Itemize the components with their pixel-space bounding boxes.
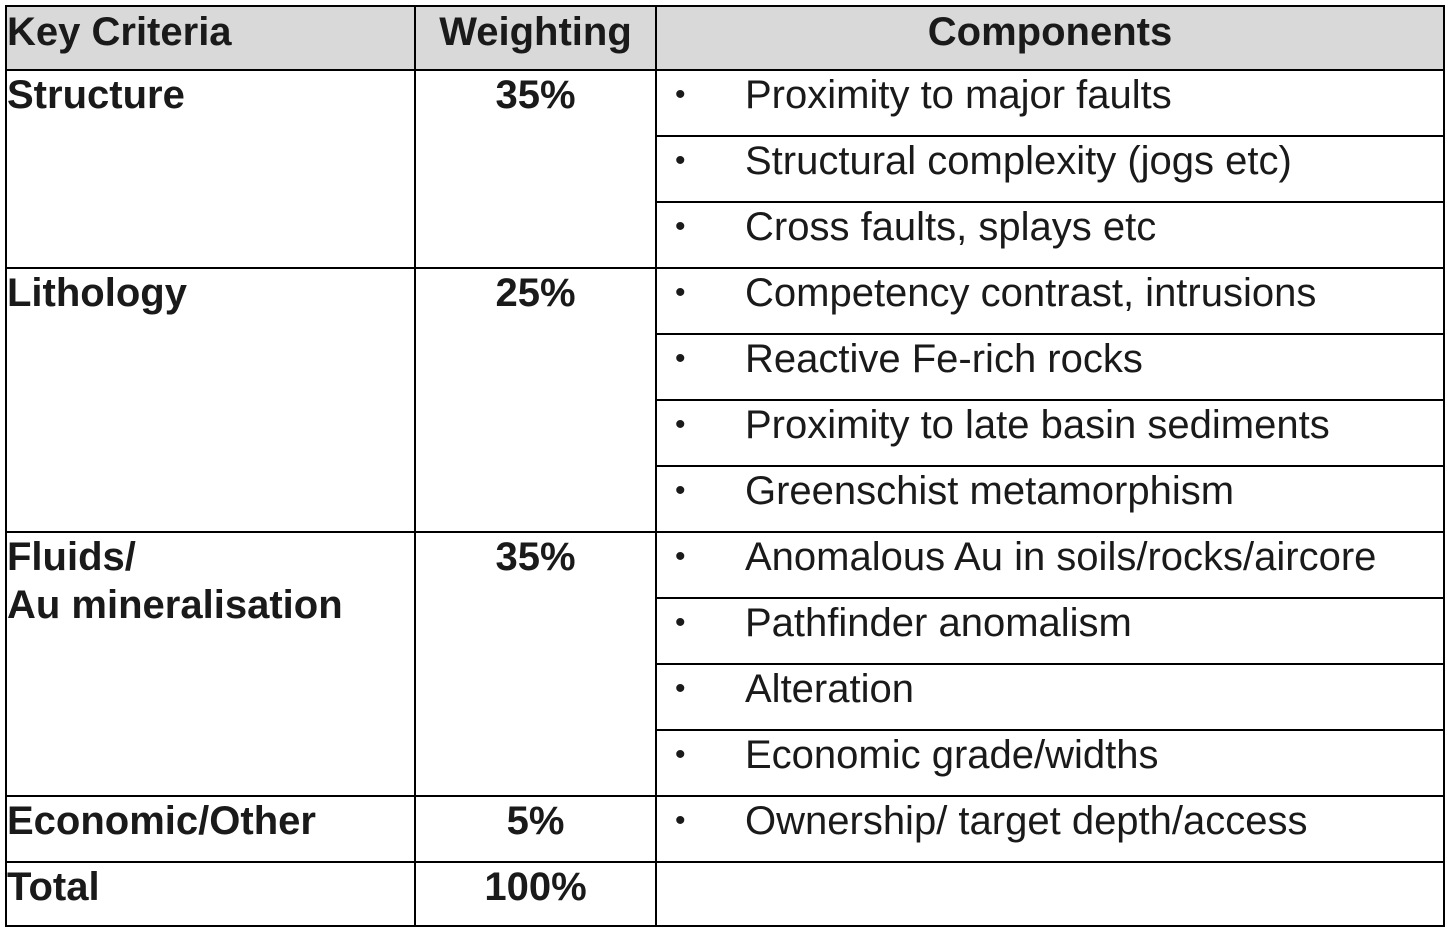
bullet-icon: • [675, 738, 686, 771]
component-item: • Competency contrast, intrusions [655, 267, 1445, 335]
table-row: • Proximity to late basin sediments [6, 399, 1445, 467]
component-item: • Proximity to late basin sediments [655, 399, 1445, 467]
bullet-icon: • [675, 144, 686, 177]
component-item: • Pathfinder anomalism [655, 597, 1445, 665]
criteria-line: Au mineralisation [7, 583, 343, 627]
bullet-icon: • [675, 474, 686, 507]
header-components: Components [655, 5, 1445, 71]
component-item: • Structural complexity (jogs etc) [655, 135, 1445, 203]
table-row: • Alteration [6, 663, 1445, 731]
table-row: • Cross faults, splays etc [6, 201, 1445, 269]
bullet-icon: • [675, 672, 686, 705]
table-row: • Greenschist metamorphism [6, 465, 1445, 533]
weighting-lithology: 25% [414, 267, 657, 533]
weighting-fluids: 35% [414, 531, 657, 797]
component-item: • Cross faults, splays etc [655, 201, 1445, 269]
criteria-line: Fluids/ [7, 535, 136, 579]
criteria-structure: Structure [5, 69, 416, 269]
component-item: • Ownership/ target depth/access [655, 795, 1445, 863]
bullet-icon: • [675, 606, 686, 639]
component-item: • Economic grade/widths [655, 729, 1445, 797]
total-components-empty [655, 861, 1445, 927]
bullet-icon: • [675, 210, 686, 243]
component-text: Pathfinder anomalism [745, 601, 1132, 645]
component-item: • Greenschist metamorphism [655, 465, 1445, 533]
weighting-economic-other: 5% [414, 795, 657, 863]
criteria-economic-other: Economic/Other [5, 795, 416, 863]
weighting-structure: 35% [414, 69, 657, 269]
table-row: Fluids/Au mineralisation 35% • Anomalous … [5, 531, 1445, 797]
total-weighting: 100% [414, 861, 657, 927]
table-row: Lithology 25% • Competency contrast, intr… [5, 267, 1445, 533]
table-row: Structure 35% • Proximity to major faults [5, 69, 1445, 269]
bullet-icon: • [675, 804, 686, 837]
header-weighting: Weighting [414, 5, 657, 71]
bullet-icon: • [675, 276, 686, 309]
component-text: Greenschist metamorphism [745, 469, 1235, 513]
component-item: • Anomalous Au in soils/rocks/aircore [655, 531, 1445, 599]
component-text: Anomalous Au in soils/rocks/aircore [745, 535, 1377, 579]
component-text: Proximity to late basin sediments [745, 403, 1330, 447]
component-text: Cross faults, splays etc [745, 205, 1157, 249]
bullet-icon: • [675, 342, 686, 375]
bullet-icon: • [675, 78, 686, 111]
bullet-icon: • [675, 408, 686, 441]
criteria-weighting-table: Key Criteria Weighting Components Struct… [5, 5, 1445, 927]
criteria-lithology: Lithology [5, 267, 416, 533]
component-text: Economic grade/widths [745, 733, 1159, 777]
table-row: • Pathfinder anomalism [6, 597, 1445, 665]
total-row: Total 100% [5, 861, 1445, 927]
criteria-fluids: Fluids/Au mineralisation [5, 531, 416, 797]
total-label: Total [5, 861, 416, 927]
component-text: Ownership/ target depth/access [745, 799, 1308, 843]
component-item: • Reactive Fe-rich rocks [655, 333, 1445, 401]
header-key-criteria: Key Criteria [5, 5, 416, 71]
component-text: Structural complexity (jogs etc) [745, 139, 1292, 183]
bullet-icon: • [675, 540, 686, 573]
component-item: • Proximity to major faults [655, 69, 1445, 137]
table-row: Economic/Other 5% • Ownership/ target dep… [5, 795, 1445, 863]
component-text: Reactive Fe-rich rocks [745, 337, 1143, 381]
table-row: • Reactive Fe-rich rocks [6, 333, 1445, 401]
table-row: • Structural complexity (jogs etc) [6, 135, 1445, 203]
header-row: Key Criteria Weighting Components [5, 5, 1445, 71]
table-row: • Economic grade/widths [6, 729, 1445, 797]
component-text: Proximity to major faults [745, 73, 1172, 117]
component-text: Competency contrast, intrusions [745, 271, 1317, 315]
component-text: Alteration [745, 667, 914, 711]
component-item: • Alteration [655, 663, 1445, 731]
